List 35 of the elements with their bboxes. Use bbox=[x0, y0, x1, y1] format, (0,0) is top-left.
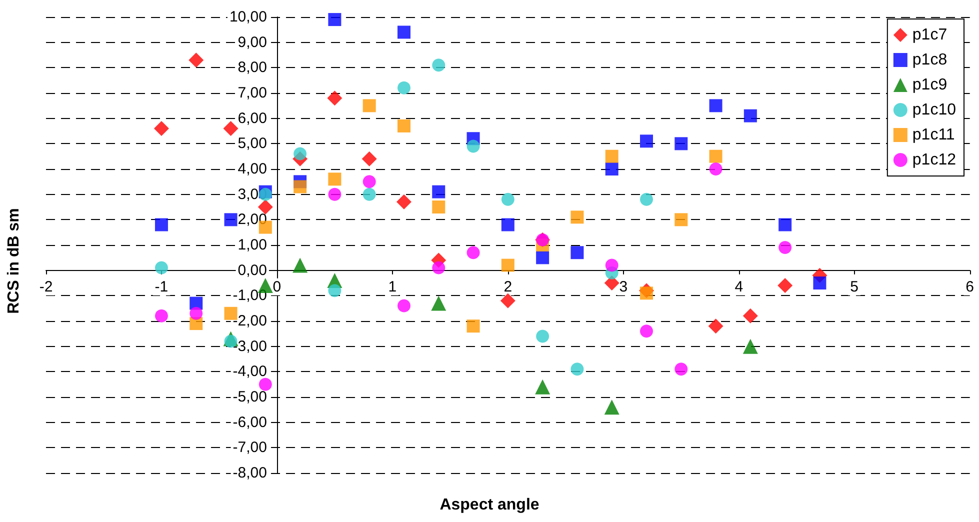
x-tick-label: -2 bbox=[39, 278, 53, 296]
x-tick-label: -1 bbox=[154, 278, 168, 296]
y-tick-label: 5,00 bbox=[238, 135, 267, 152]
y-tick-label: 9,00 bbox=[238, 34, 267, 51]
y-tick-label: -6,00 bbox=[232, 414, 267, 431]
y-tick-label: 8,00 bbox=[238, 59, 267, 76]
y-tick-label: -5,00 bbox=[232, 388, 267, 406]
x-axis-title: Aspect angle bbox=[440, 496, 540, 514]
legend-label: p1c8 bbox=[912, 52, 948, 68]
y-axis-title: RCS in dB sm bbox=[6, 208, 22, 314]
legend-label: p1c9 bbox=[912, 76, 948, 94]
y-tick-label: 10,00 bbox=[229, 8, 267, 26]
legend-label: p1c10 bbox=[912, 102, 956, 118]
x-tick-label: 3 bbox=[619, 278, 628, 296]
y-tick-label: 4,00 bbox=[238, 160, 267, 178]
x-tick-label: 5 bbox=[850, 278, 859, 296]
y-tick-label: -1,00 bbox=[232, 287, 267, 304]
y-tick-label: -7,00 bbox=[232, 439, 267, 456]
x-tick-label: 4 bbox=[734, 278, 744, 296]
legend-label: p1c11 bbox=[912, 126, 955, 144]
y-tick-label: -8,00 bbox=[232, 464, 267, 482]
y-tick-label: -4,00 bbox=[232, 363, 267, 380]
y-tick-label: 7,00 bbox=[238, 84, 267, 102]
x-tick-label: 2 bbox=[504, 278, 512, 296]
y-tick-label: 0,00 bbox=[238, 262, 267, 279]
y-tick-label: 1,00 bbox=[238, 236, 267, 254]
y-tick-label: 6,00 bbox=[238, 110, 267, 127]
y-tick-label: -3,00 bbox=[232, 338, 267, 355]
y-tick-label: 2,00 bbox=[238, 211, 267, 228]
y-tick-label: -2,00 bbox=[232, 312, 267, 330]
legend-label: p1c12 bbox=[912, 152, 956, 168]
x-tick-label: 0 bbox=[272, 278, 282, 296]
x-tick-label: 6 bbox=[966, 278, 974, 296]
legend-label: p1c7 bbox=[912, 26, 948, 44]
x-tick-label: 1 bbox=[388, 278, 397, 296]
